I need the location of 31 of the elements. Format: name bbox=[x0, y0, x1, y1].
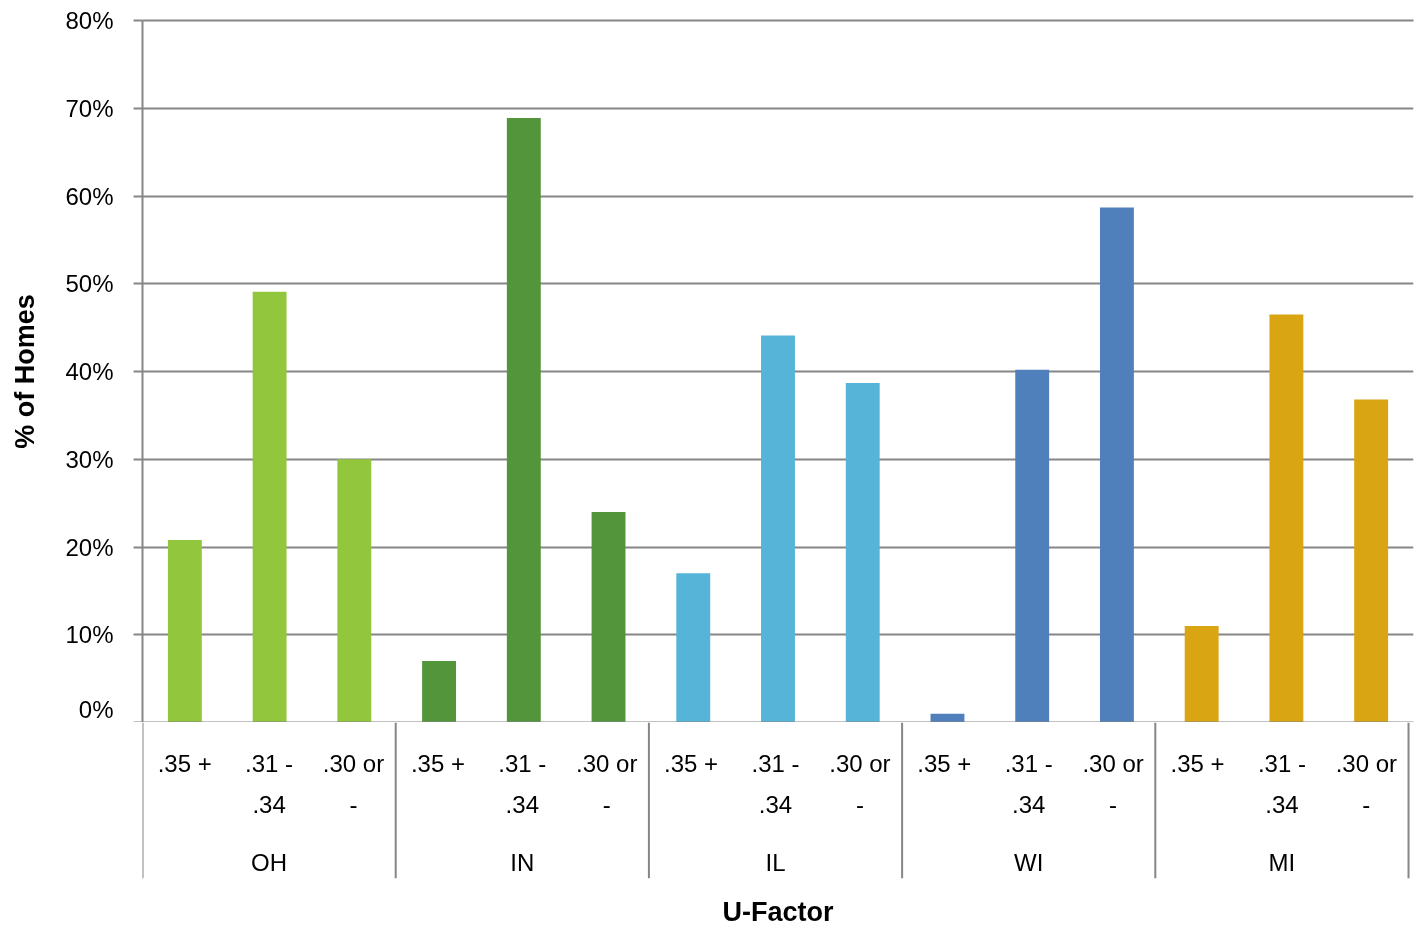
text: .30 or - bbox=[322, 749, 385, 819]
y-tick-label: 70% bbox=[65, 94, 114, 122]
text: .30 or - bbox=[576, 749, 638, 819]
x-tick-label: IN bbox=[510, 849, 535, 877]
text: .35 + bbox=[917, 749, 972, 777]
text: .31 - .34 bbox=[751, 749, 800, 819]
text: .31 - .34 bbox=[498, 749, 547, 819]
text: .35 + bbox=[157, 749, 212, 777]
text: .35 + bbox=[410, 749, 465, 777]
series-label: .35 + bbox=[1170, 749, 1225, 777]
x-tick-label: WI bbox=[1014, 849, 1044, 877]
text: .30 or - bbox=[1082, 749, 1144, 819]
text: .30 or - bbox=[829, 749, 891, 819]
text: .31 - .34 bbox=[245, 749, 294, 819]
x-tick-label: OH bbox=[251, 849, 288, 877]
series-label: .30 or - bbox=[1335, 749, 1398, 819]
y-tick-label: 80% bbox=[65, 7, 114, 34]
text: .35 + bbox=[664, 749, 719, 777]
y-tick-label: 20% bbox=[65, 533, 114, 561]
x-tick-label: MI bbox=[1268, 849, 1296, 877]
y-axis-title: % of Homes bbox=[10, 294, 41, 449]
y-tick-label: 30% bbox=[65, 445, 114, 473]
text: .31 - .34 bbox=[1004, 749, 1053, 819]
y-tick-label: 50% bbox=[65, 270, 114, 298]
y-tick-label: 0% bbox=[78, 695, 114, 723]
series-label: .31 - .34 bbox=[1257, 749, 1306, 819]
x-axis-title: U-Factor bbox=[722, 896, 834, 927]
y-tick-label: 60% bbox=[65, 182, 114, 210]
y-tick-label: 10% bbox=[65, 621, 114, 649]
x-tick-label: IL bbox=[765, 849, 786, 877]
y-tick-label: 40% bbox=[65, 358, 114, 385]
